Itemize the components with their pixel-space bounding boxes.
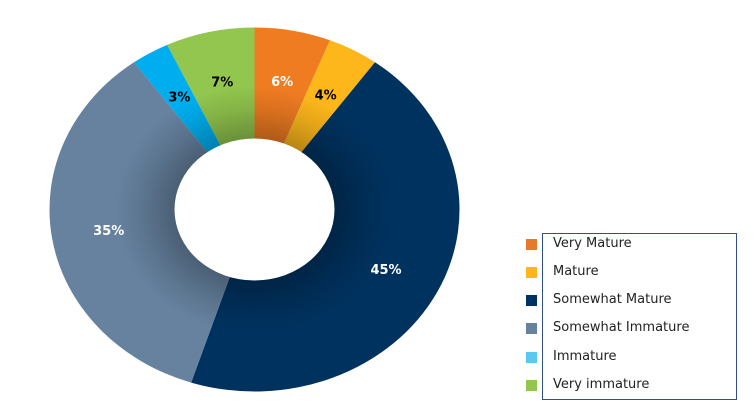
- slice-label: 3%: [168, 91, 190, 106]
- legend-item-somewhat-mature: Somewhat Mature: [526, 292, 746, 308]
- slice-label: 6%: [271, 75, 293, 90]
- legend-item-mature: Mature: [526, 264, 746, 280]
- legend-label: Immature: [553, 349, 617, 364]
- legend-item-very-immature: Very immature: [526, 377, 746, 393]
- legend-swatch: [526, 323, 537, 334]
- legend-swatch: [526, 239, 537, 250]
- legend-item-immature: Immature: [526, 349, 746, 365]
- legend-label: Very immature: [553, 377, 650, 392]
- legend-swatch: [526, 352, 537, 363]
- legend-box: [542, 233, 737, 400]
- slice-labels: 6% 4% 45% 35% 3% 7%: [93, 75, 401, 278]
- legend-item-somewhat-immature: Somewhat Immature: [526, 320, 746, 336]
- legend-swatch: [526, 380, 537, 391]
- legend-label: Mature: [553, 264, 599, 279]
- slice-label: 7%: [211, 76, 233, 91]
- donut-hole: [174, 138, 335, 281]
- slice-label: 4%: [315, 89, 337, 104]
- legend-swatch: [526, 267, 537, 278]
- legend-label: Very Mature: [553, 236, 632, 251]
- legend-swatch: [526, 295, 537, 306]
- legend-label: Somewhat Immature: [553, 320, 690, 335]
- legend-label: Somewhat Mature: [553, 292, 672, 307]
- legend-item-very-mature: Very Mature: [526, 236, 746, 252]
- slice-label: 35%: [93, 224, 124, 239]
- slice-label: 45%: [370, 263, 401, 278]
